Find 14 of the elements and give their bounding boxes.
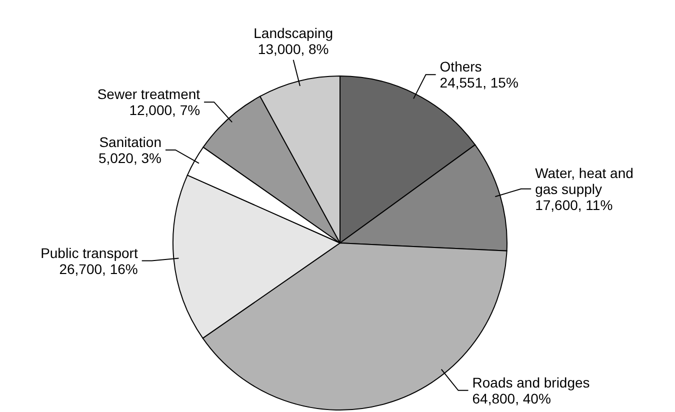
data-label: 13,000, 8% bbox=[258, 40, 329, 57]
slice-label: Others bbox=[440, 58, 482, 75]
slice-label: Sanitation bbox=[99, 134, 162, 150]
data-label: 5,020, 3% bbox=[98, 150, 162, 166]
data-label: 26,700, 16% bbox=[59, 260, 138, 277]
data-label: 17,600, 11% bbox=[535, 196, 613, 213]
data-label: 64,800, 40% bbox=[472, 390, 551, 406]
data-label: 12,000, 7% bbox=[129, 102, 200, 118]
slice-label: Sewer treatment bbox=[97, 86, 200, 102]
slice-label: Landscaping bbox=[254, 24, 334, 41]
data-label: 24,551, 15% bbox=[440, 74, 518, 91]
slice-label: Roads and bridges bbox=[472, 374, 590, 390]
slice-label: Water, heat and gas supply bbox=[535, 164, 634, 197]
slice-label: Public transport bbox=[40, 244, 138, 261]
